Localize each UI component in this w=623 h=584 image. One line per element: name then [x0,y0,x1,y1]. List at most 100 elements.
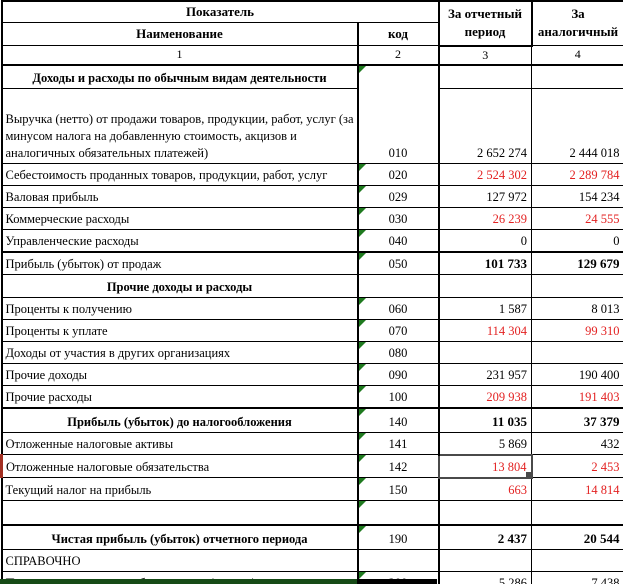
value-prior-period-cell[interactable]: 2 444 018 [531,87,623,164]
row-code-cell[interactable]: 050 [356,250,439,275]
header-code[interactable]: код [356,22,439,46]
row-label-cell[interactable]: Управленческие расходы [1,228,358,253]
row-code-cell[interactable]: 040 [356,228,439,253]
value-current-period-cell[interactable]: 11 035 [437,406,532,433]
row-label-cell[interactable]: Отложенные налоговые обязательства [0,454,358,479]
value-current-period-cell[interactable]: 2 652 274 [437,87,532,164]
value-prior-period-cell[interactable]: 24 555 [531,206,623,230]
value-prior-period-cell[interactable]: 99 310 [531,318,623,342]
value-prior-period-cell[interactable] [531,273,623,298]
value-prior-period-cell[interactable]: 129 679 [531,250,623,275]
table-row: Прибыль (убыток) от продаж 050 101 733 129 … [1,250,623,275]
row-code-cell[interactable]: 090 [356,362,439,386]
value-prior-period-cell[interactable]: 154 234 [531,184,623,208]
value-current-period-cell[interactable]: 0 [437,228,532,253]
value-prior-period-cell[interactable] [531,499,623,526]
row-code-cell[interactable] [356,499,439,526]
value-current-period-cell[interactable] [437,273,532,298]
value-prior-period-cell[interactable]: 8 013 [531,296,623,320]
value-current-period-cell[interactable]: 2 437 [437,523,532,550]
value-current-period-cell[interactable]: 663 [437,477,532,501]
value-prior-period-cell[interactable]: 191 403 [531,384,623,409]
row-code-cell[interactable]: 150 [356,477,439,501]
row-code-cell[interactable]: 020 [356,162,439,186]
row-code-cell[interactable] [356,64,439,89]
row-label-cell[interactable]: Отложенные налоговые активы [1,431,358,456]
row-label-cell[interactable]: Прочие расходы [1,384,358,409]
value-prior-period-cell[interactable]: 37 379 [531,406,623,433]
value-current-period-cell[interactable]: 13 804 [437,453,533,479]
value-current-period-cell[interactable] [437,64,532,89]
fill-handle[interactable] [524,470,530,476]
row-label-cell[interactable]: Проценты к получению [1,296,358,320]
value-current-period-cell[interactable]: 2 524 302 [437,162,532,186]
value-current-period-cell[interactable] [437,340,532,364]
row-label-cell[interactable]: Валовая прибыль [1,184,358,208]
error-indicator-icon [359,526,366,533]
row-code-cell[interactable]: 070 [356,318,439,342]
row-code-cell[interactable]: 142 [356,454,439,479]
value-current-period-cell[interactable]: 1 587 [437,296,532,320]
row-code-cell[interactable]: 141 [356,431,439,456]
row-code-cell[interactable] [356,273,439,298]
table-row: Выручка (нетто) от продажи товаров, прод… [1,87,623,164]
header-indicator[interactable]: Показатель [1,0,439,23]
row-label-cell[interactable]: Прибыль (убыток) от продаж [1,250,358,275]
header-prior-period[interactable]: За аналогичный [531,0,623,46]
col-num-3[interactable]: 3 [437,44,532,66]
row-code-cell[interactable]: 060 [356,296,439,320]
row-label-cell[interactable]: Выручка (нетто) от продажи товаров, прод… [1,87,358,164]
bottom-border-strip [0,579,623,584]
value-current-period-cell[interactable] [437,548,532,572]
value-current-period-cell[interactable]: 127 972 [437,184,532,208]
row-label-cell[interactable]: Прочие доходы [1,362,358,386]
value-current-period-cell[interactable] [437,499,532,526]
value-current-period-cell[interactable]: 5 869 [437,431,532,456]
value-current-period-cell[interactable]: 209 938 [437,384,532,409]
value-prior-period-cell[interactable]: 432 [531,431,623,456]
row-label-cell[interactable]: Текущий налог на прибыль [1,477,358,501]
value-prior-period-cell[interactable] [531,548,623,572]
header-name[interactable]: Наименование [1,22,358,46]
row-code-cell[interactable]: 080 [356,340,439,364]
row-label-cell[interactable]: Прибыль (убыток) до налогообложения [1,406,358,433]
header-reporting-period-line1: За отчетный [448,6,522,22]
value-prior-period-cell[interactable]: 190 400 [531,362,623,386]
row-code-cell[interactable]: 010 [356,88,439,164]
col-num-2[interactable]: 2 [356,44,439,66]
row-code-cell[interactable] [356,548,439,572]
value-prior-period-cell[interactable]: 0 [531,228,623,253]
row-label-cell[interactable]: Чистая прибыль (убыток) отчетного период… [1,523,358,550]
table-row: Валовая прибыль 029 127 972 154 234 [1,184,623,208]
row-label-cell[interactable]: Прочие доходы и расходы [1,273,358,298]
value-prior-period-cell[interactable]: 14 814 [531,477,623,501]
row-code-cell[interactable]: 100 [356,384,439,409]
value-current-period-cell[interactable]: 231 957 [437,362,532,386]
col-num-1[interactable]: 1 [1,44,358,66]
row-code-cell[interactable]: 030 [356,206,439,230]
row-code-cell[interactable]: 140 [356,406,439,433]
row-label-cell[interactable]: Себестоимость проданных товаров, продукц… [1,162,358,186]
value-current-period-cell[interactable]: 101 733 [437,250,532,275]
row-label-cell[interactable] [1,499,358,526]
value-prior-period-cell[interactable]: 2 453 [531,454,623,479]
value-current-period-cell[interactable]: 114 304 [437,318,532,342]
row-label-cell[interactable]: Коммерческие расходы [1,206,358,230]
row-label-cell[interactable]: Доходы и расходы по обычным видам деятел… [1,64,358,89]
row-label-cell[interactable]: Проценты к уплате [1,318,358,342]
col-num-4[interactable]: 4 [531,44,623,66]
header-reporting-period[interactable]: За отчетный период [437,0,533,47]
value-prior-period-cell[interactable]: 20 544 [531,523,623,550]
value-current-period-cell[interactable]: 26 239 [437,206,532,230]
error-indicator-icon [359,478,366,486]
value-prior-period-cell[interactable]: 7 438 [531,570,623,584]
header-reporting-period-line2: период [464,23,506,39]
row-label-cell[interactable]: СПРАВОЧНО [1,548,358,572]
value-prior-period-cell[interactable] [531,64,623,89]
value-prior-period-cell[interactable] [531,340,623,364]
value-prior-period-cell[interactable]: 2 289 784 [531,162,623,186]
row-code-cell[interactable]: 190 [356,523,439,550]
row-label-cell[interactable]: Доходы от участия в других организациях [1,340,358,364]
row-code-cell[interactable]: 029 [356,184,439,208]
table-row: Прочие доходы 090 231 957 190 400 [1,362,623,386]
